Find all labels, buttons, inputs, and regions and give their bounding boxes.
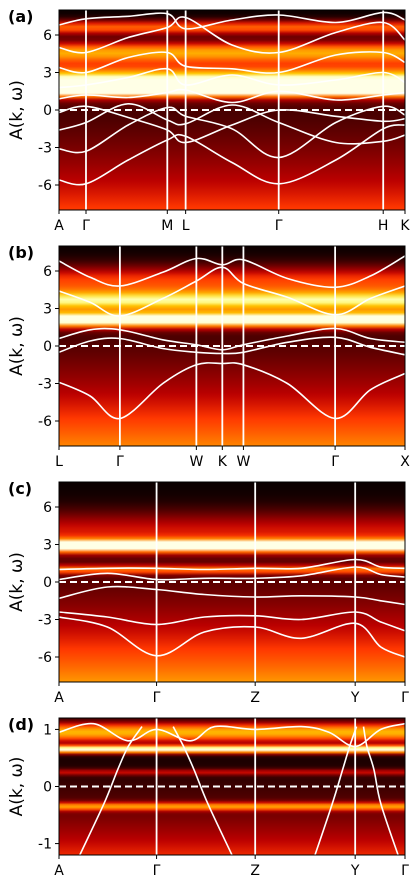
- panel-4: -1 0 1 A Γ Z Y Γ A(k, ω) (d): [7, 715, 409, 879]
- x-tick-label: Γ: [401, 690, 409, 706]
- y-tick-label: 1: [43, 722, 52, 738]
- band-line: [59, 102, 405, 145]
- panel-3: -6 -3 0 3 6 A Γ Z Y Γ A(k, ω) (c): [7, 479, 409, 706]
- band-line: [59, 51, 405, 74]
- y-tick-label: -6: [38, 414, 52, 430]
- y-axis-label: A(k, ω): [7, 80, 27, 140]
- y-tick-label: 0: [43, 575, 52, 591]
- x-tick-label: Γ: [153, 690, 161, 706]
- x-tick-label: A: [54, 218, 64, 234]
- y-axis-label: A(k, ω): [7, 552, 27, 612]
- x-tick-label: W: [236, 454, 250, 470]
- x-tick-label: Γ: [116, 454, 124, 470]
- band-line: [59, 67, 405, 89]
- y-axis-label: A(k, ω): [7, 757, 27, 817]
- y-tick-label: -3: [38, 613, 52, 629]
- x-tick-label: Z: [250, 690, 260, 706]
- spectral-heatmap: [59, 482, 405, 682]
- y-tick-label: -6: [38, 650, 52, 666]
- x-tick-label: K: [218, 454, 228, 470]
- x-tick-label: Γ: [275, 218, 283, 234]
- band-line: [362, 726, 399, 855]
- band-line: [172, 726, 233, 855]
- x-tick-label: Z: [250, 863, 260, 879]
- band-line: [59, 11, 405, 30]
- y-tick-label: 6: [43, 264, 52, 280]
- x-tick-label: M: [161, 218, 173, 234]
- x-tick-label: L: [182, 218, 190, 234]
- x-tick-label: Γ: [82, 218, 90, 234]
- band-line: [314, 726, 358, 855]
- x-tick-label: H: [378, 218, 389, 234]
- x-tick-label: Γ: [401, 863, 409, 879]
- x-tick-label: A: [54, 690, 64, 706]
- band-line: [59, 16, 405, 54]
- x-tick-label: X: [400, 454, 410, 470]
- y-tick-label: 0: [43, 103, 52, 119]
- panel-label: (c): [8, 479, 32, 498]
- y-tick-label: 3: [43, 538, 52, 554]
- x-tick-label: W: [189, 454, 203, 470]
- panel-2: -6 -3 0 3 6 L Γ W K W Γ X A(k, ω) (b): [7, 243, 410, 470]
- y-tick-label: 6: [43, 28, 52, 44]
- x-tick-label: Y: [350, 863, 360, 879]
- y-tick-label: 0: [43, 339, 52, 355]
- band-line: [59, 105, 405, 159]
- y-tick-label: 3: [43, 66, 52, 82]
- band-line: [59, 722, 405, 748]
- y-tick-label: 0: [43, 780, 52, 796]
- x-tick-label: Γ: [331, 454, 339, 470]
- x-tick-label: Γ: [153, 863, 161, 879]
- y-tick-label: -6: [38, 178, 52, 194]
- x-tick-label: Y: [350, 690, 360, 706]
- y-tick-label: -3: [38, 141, 52, 157]
- panel-1: -6 -3 0 3 6 A Γ M L Γ H K A(k, ω) (a): [7, 7, 410, 234]
- x-tick-label: K: [400, 218, 410, 234]
- panel-label: (b): [8, 243, 34, 262]
- panel-label: (d): [8, 715, 34, 734]
- y-tick-label: 3: [43, 302, 52, 318]
- x-tick-label: A: [54, 863, 64, 879]
- y-tick-label: 6: [43, 500, 52, 516]
- y-axis-label: A(k, ω): [7, 316, 27, 376]
- y-tick-label: -1: [38, 837, 52, 853]
- x-tick-label: L: [55, 454, 63, 470]
- panel-label: (a): [8, 7, 33, 26]
- band-line: [59, 88, 405, 104]
- y-tick-label: -3: [38, 377, 52, 393]
